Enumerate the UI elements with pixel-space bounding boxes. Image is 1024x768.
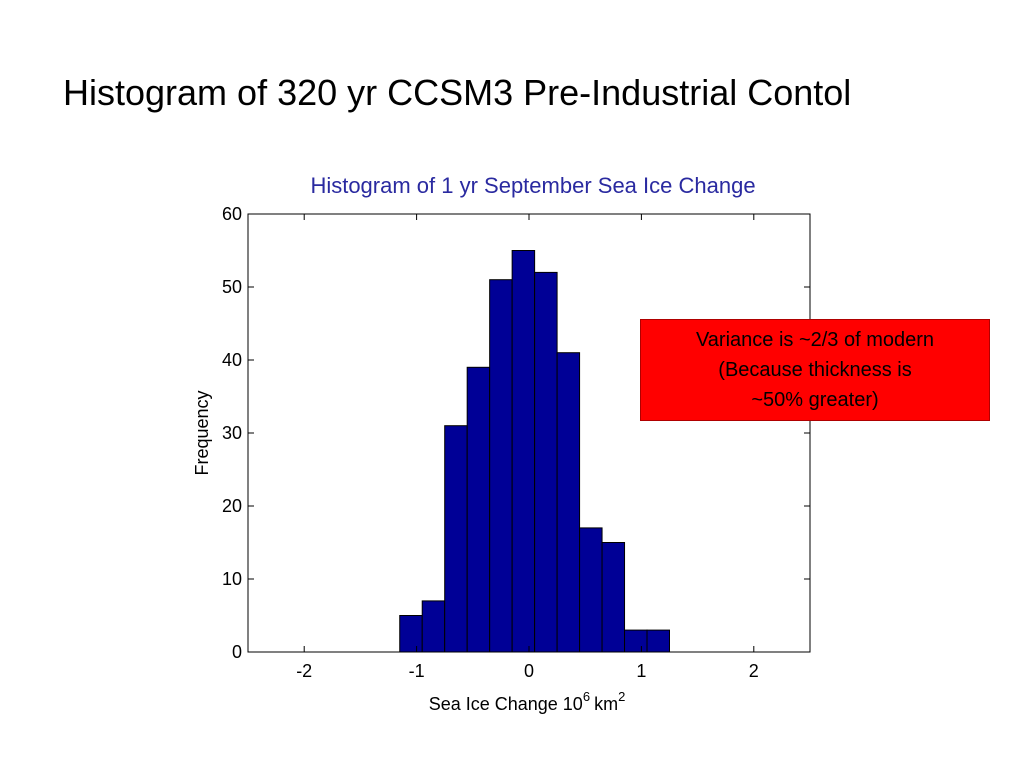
y-tick-label: 10 (222, 569, 242, 589)
x-axis-label-unit: km (594, 694, 618, 714)
y-tick-label: 0 (232, 642, 242, 662)
histogram-bar (646, 629, 671, 653)
callout-text: Variance is ~2/3 of modern (Because thic… (695, 329, 935, 411)
histogram-bar (511, 250, 536, 653)
slide-title: Histogram of 320 yr CCSM3 Pre-Industrial… (63, 72, 852, 113)
y-axis-label: Frequency (192, 390, 212, 475)
y-tick-label: 60 (222, 204, 242, 224)
x-axis-label: Sea Ice Change 106 km2 (429, 689, 626, 714)
y-tick-label: 50 (222, 277, 242, 297)
variance-callout: Variance is ~2/3 of modern (Because thic… (640, 319, 990, 421)
x-tick-label: 1 (636, 661, 646, 681)
x-tick-label: 2 (749, 661, 759, 681)
histogram-bar (399, 615, 423, 653)
x-tick-label: -2 (296, 661, 312, 681)
y-tick-label: 20 (222, 496, 242, 516)
histogram-bar (579, 527, 603, 653)
histogram-bar (444, 425, 468, 653)
histogram-bar (466, 366, 491, 653)
histogram-bar (534, 271, 558, 653)
histogram-bar (489, 279, 513, 653)
histogram-bar (601, 542, 626, 653)
histogram-bar (624, 629, 648, 653)
histogram-bar (556, 352, 581, 653)
x-axis-label-unit-exp: 2 (618, 689, 625, 704)
histogram-bar (421, 600, 446, 653)
y-tick-label: 40 (222, 350, 242, 370)
y-tick-label: 30 (222, 423, 242, 443)
x-axis-label-main: Sea Ice Change 10 (429, 694, 583, 714)
x-tick-label: -1 (409, 661, 425, 681)
x-tick-label: 0 (524, 661, 534, 681)
chart-title: Histogram of 1 yr September Sea Ice Chan… (310, 173, 755, 198)
x-axis-label-exp: 6 (583, 689, 590, 704)
